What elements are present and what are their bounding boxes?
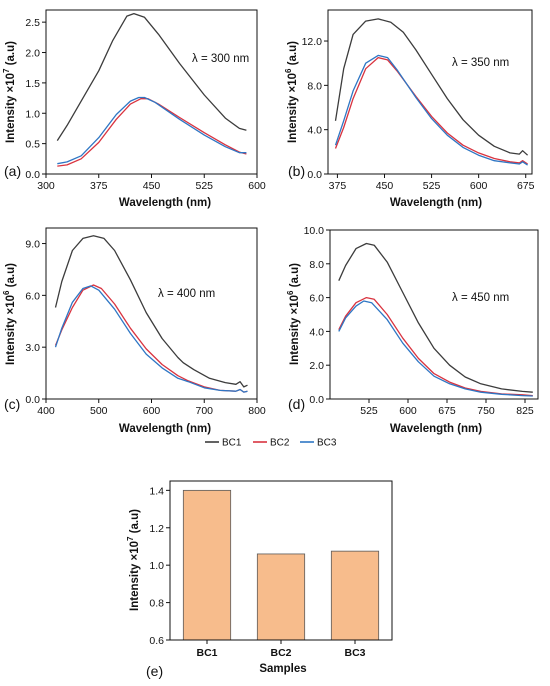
y-tick-label: 8.0 bbox=[307, 80, 322, 92]
x-tick-label: 600 bbox=[143, 405, 161, 417]
y-tick-label: 0.6 bbox=[149, 635, 164, 647]
series-line-bc2 bbox=[57, 98, 247, 167]
x-axis-title: Wavelength (nm) bbox=[390, 197, 482, 209]
x-axis-title: Wavelength (nm) bbox=[390, 423, 482, 435]
series-line-bc1 bbox=[338, 242, 533, 393]
y-tick-label: 2.0 bbox=[25, 48, 40, 60]
y-tick-label: 12.0 bbox=[302, 36, 323, 48]
x-tick-label: 675 bbox=[438, 405, 456, 417]
x-axis-title: Wavelength (nm) bbox=[119, 197, 211, 209]
series-line-bc2 bbox=[334, 56, 528, 165]
panel-label: (c) bbox=[4, 396, 20, 412]
y-axis-title: Intensity ×106 (a.u) bbox=[286, 263, 301, 365]
y-tick-label: 8.0 bbox=[309, 259, 324, 271]
y-tick-label: 1.5 bbox=[25, 78, 40, 90]
chart-panel-5: BC1 BC2 BC3 0.6 0.8 1.0 1.2 1.4 Samples Intensity… bbox=[126, 480, 393, 679]
y-tick-label: 1.0 bbox=[25, 108, 40, 120]
series-line-bc1 bbox=[334, 18, 529, 156]
series-line-bc1 bbox=[54, 235, 248, 388]
x-tick-label: 300 bbox=[37, 180, 55, 192]
x-axis-title: Wavelength (nm) bbox=[119, 423, 211, 435]
series-line-bc1 bbox=[56, 12, 247, 141]
y-tick-label: 6.0 bbox=[309, 293, 324, 305]
y-tick-label: 0.0 bbox=[309, 394, 324, 406]
y-tick-label: 4.0 bbox=[307, 125, 322, 137]
x-tick-label: 375 bbox=[90, 180, 108, 192]
excitation-annotation: λ = 300 nm bbox=[192, 53, 249, 65]
y-axis-title: Intensity ×107 (a.u) bbox=[2, 41, 17, 143]
y-tick-label: 0.0 bbox=[25, 394, 40, 406]
panel-label: (a) bbox=[4, 163, 21, 179]
y-tick-label: 2.5 bbox=[25, 17, 40, 29]
series-line-bc3 bbox=[334, 54, 528, 166]
x-tick-label: 450 bbox=[376, 180, 394, 192]
panel-label: (e) bbox=[146, 663, 163, 679]
x-tick-label: 600 bbox=[248, 180, 266, 192]
y-tick-label: 1.4 bbox=[149, 485, 164, 497]
y-axis-title: Intensity ×107 (a.u) bbox=[126, 509, 141, 611]
excitation-annotation: λ = 450 nm bbox=[452, 292, 509, 304]
plot-frame bbox=[329, 229, 539, 400]
x-tick-label: 525 bbox=[195, 180, 213, 192]
x-tick-label: 525 bbox=[423, 180, 441, 192]
series-line-bc2 bbox=[338, 296, 533, 397]
x-tick-label: 825 bbox=[516, 405, 534, 417]
chart-panel-3: 400 500 600 700 800 λ = 400 nm 0.0 3.0 6.0 9.0 Wav… bbox=[2, 227, 266, 435]
x-tick-label: 400 bbox=[37, 405, 55, 417]
y-tick-label: 6.0 bbox=[25, 290, 40, 302]
y-axis-title: Intensity ×106 (a.u) bbox=[284, 41, 299, 143]
legend: BC1 BC2 BC3 bbox=[205, 438, 337, 449]
legend-label-bc2: BC2 bbox=[270, 438, 290, 449]
x-tick-label: 700 bbox=[195, 405, 213, 417]
series-line-bc2 bbox=[54, 284, 248, 393]
plot-frame bbox=[169, 480, 393, 641]
plot-frame bbox=[45, 9, 258, 175]
x-tick-label: BC1 bbox=[196, 647, 217, 659]
bar-bc2 bbox=[256, 553, 306, 641]
y-tick-label: 0.0 bbox=[307, 169, 322, 181]
bar-bc3 bbox=[330, 550, 380, 641]
x-tick-label: 600 bbox=[470, 180, 488, 192]
x-tick-label: 600 bbox=[399, 405, 417, 417]
y-tick-label: 0.0 bbox=[25, 169, 40, 181]
x-axis-title: Samples bbox=[259, 663, 306, 675]
legend-label-bc3: BC3 bbox=[317, 438, 337, 449]
excitation-annotation: λ = 350 nm bbox=[452, 57, 509, 69]
plot-frame bbox=[45, 227, 258, 400]
y-tick-label: 2.0 bbox=[309, 360, 324, 372]
series-line-bc3 bbox=[54, 285, 248, 393]
x-tick-label: BC3 bbox=[344, 647, 365, 659]
plot-frame bbox=[327, 9, 533, 175]
series-line-bc3 bbox=[57, 96, 247, 165]
x-tick-label: BC2 bbox=[270, 647, 291, 659]
legend-label-bc1: BC1 bbox=[222, 438, 242, 449]
y-axis-title: Intensity ×106 (a.u) bbox=[2, 263, 17, 365]
panel-label: (b) bbox=[288, 163, 305, 179]
y-tick-label: 0.8 bbox=[149, 598, 164, 610]
x-tick-label: 450 bbox=[143, 180, 161, 192]
series-line-bc3 bbox=[338, 300, 533, 397]
excitation-annotation: λ = 400 nm bbox=[158, 288, 215, 300]
y-tick-label: 9.0 bbox=[25, 239, 40, 251]
y-tick-label: 1.0 bbox=[149, 560, 164, 572]
chart-panel-2: 375 450 525 600 675 λ = 350 nm 0.0 4.0 8.0 12.0 Wa… bbox=[284, 9, 535, 209]
y-tick-label: 10.0 bbox=[304, 225, 325, 237]
y-tick-label: 4.0 bbox=[309, 326, 324, 338]
x-tick-label: 750 bbox=[477, 405, 495, 417]
chart-panel-4: 525 600 675 750 825 λ = 450 nm 0.0 2.0 4.0 6.0 8.0… bbox=[286, 225, 539, 435]
x-tick-label: 525 bbox=[360, 405, 378, 417]
x-tick-label: 800 bbox=[248, 405, 266, 417]
panel-label: (d) bbox=[288, 396, 305, 412]
chart-panel-1: 300 375 450 525 600 λ = 300 nm 0.0 0.5 1.0 1.5 2.0… bbox=[2, 9, 266, 209]
y-tick-label: 0.5 bbox=[25, 139, 40, 151]
y-tick-label: 3.0 bbox=[25, 342, 40, 354]
x-tick-label: 675 bbox=[517, 180, 535, 192]
x-tick-label: 375 bbox=[329, 180, 347, 192]
x-tick-label: 500 bbox=[90, 405, 108, 417]
y-tick-label: 1.2 bbox=[149, 523, 164, 535]
bar-bc1 bbox=[182, 489, 232, 641]
